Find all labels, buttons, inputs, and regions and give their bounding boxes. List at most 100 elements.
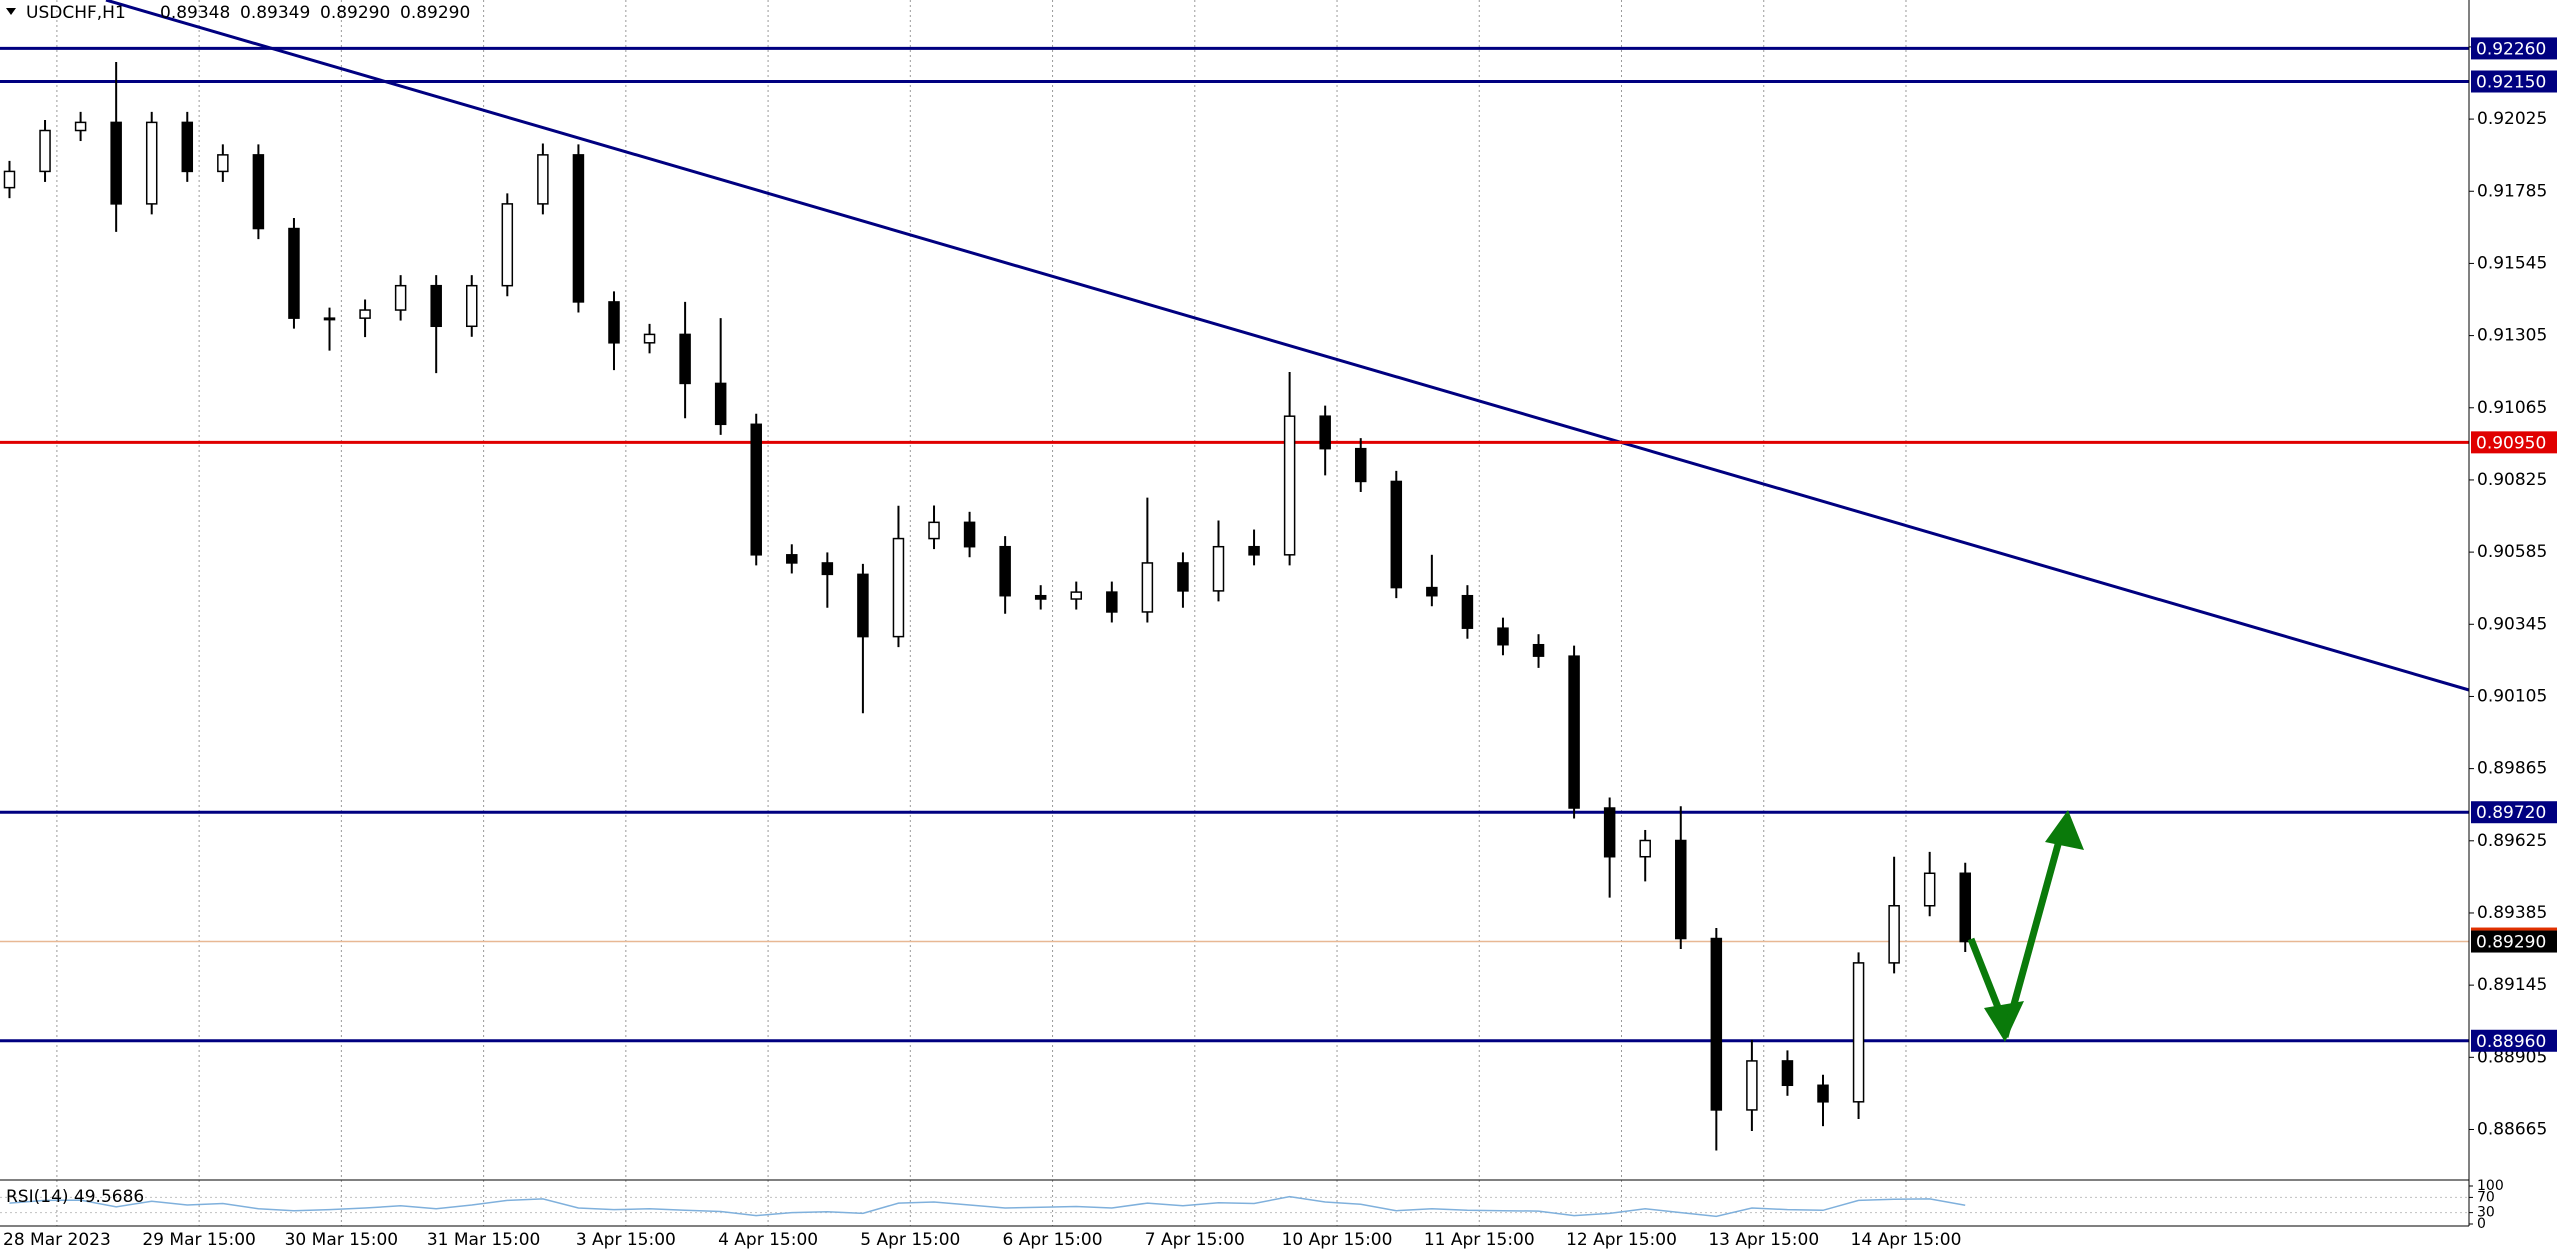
candle-body: [1532, 643, 1545, 657]
level-label-box: [2471, 37, 2557, 60]
level-label: 0.92260: [2476, 39, 2546, 59]
y-tick-label: 0.91545: [2477, 253, 2547, 273]
grid: [56, 0, 1907, 1226]
candle-body: [3, 170, 16, 189]
level-label-box: [2471, 431, 2557, 454]
menu-triangle: [6, 8, 16, 15]
rsi-tick-label: 30: [2477, 1205, 2495, 1221]
candle-body: [1817, 1084, 1829, 1103]
candle-body: [323, 317, 336, 321]
candle-body: [430, 284, 442, 328]
y-tick-label: 0.90105: [2477, 686, 2547, 706]
axis: 28 Mar 2023 29 Mar 15:00 30 Mar 15:00 31 Ma…: [3, 37, 2557, 1250]
y-tick-label: 0.91785: [2477, 181, 2547, 201]
candle-body: [181, 121, 194, 173]
rsi-tick-label: 70: [2477, 1189, 2495, 1205]
candle-body: [892, 537, 905, 638]
candle-body: [608, 301, 620, 344]
x-tick-label: 4 Apr 15:00: [718, 1230, 818, 1250]
candle-body: [1923, 872, 1936, 907]
candle-body: [1639, 839, 1651, 858]
candle-body: [110, 121, 122, 205]
candle-body: [679, 333, 691, 385]
x-tick-label: 13 Apr 15:00: [1708, 1230, 1819, 1250]
candle-body: [1710, 937, 1723, 1111]
candle-body: [1461, 594, 1474, 629]
y-tick-label: 0.88665: [2477, 1119, 2547, 1139]
forecast-arrows: [1967, 810, 2084, 1042]
candle-body: [857, 573, 869, 638]
y-tick-label: 0.91305: [2477, 326, 2547, 346]
candle-body: [1070, 591, 1083, 600]
rsi-tick-label: 0: [2477, 1216, 2486, 1232]
candle-body: [1248, 545, 1260, 556]
candle-body: [714, 382, 727, 426]
header-values: 0.89348 0.89349 0.89290 0.89290: [160, 3, 470, 23]
y-tick-label: 0.92025: [2477, 109, 2547, 129]
candle-body: [1959, 872, 1971, 943]
candle-body: [217, 154, 229, 173]
candle-body: [537, 154, 549, 205]
level-label-box: [2471, 1029, 2557, 1052]
y-tick-label: 0.89385: [2477, 903, 2547, 923]
candle-body: [821, 562, 834, 576]
candle-body: [928, 521, 940, 540]
x-tick-label: 30 Mar 15:00: [285, 1230, 399, 1250]
candle-body: [1852, 962, 1865, 1103]
candle-body: [252, 154, 265, 230]
candle-body: [643, 333, 656, 344]
level-label-box: [2471, 930, 2557, 953]
y-tick-label: 0.90585: [2477, 542, 2547, 562]
candle-body: [999, 545, 1011, 597]
trendline: [105, 0, 2470, 692]
candle-body: [1177, 562, 1189, 592]
x-tick-label: 31 Mar 15:00: [427, 1230, 541, 1250]
symbol: USDCHF,H1: [26, 3, 126, 23]
candle-body: [1283, 415, 1296, 556]
candle-body: [572, 154, 585, 303]
candle-body: [1497, 627, 1509, 646]
candle-body: [1888, 904, 1900, 964]
x-tick-label: 12 Apr 15:00: [1566, 1230, 1677, 1250]
x-tick-label: 11 Apr 15:00: [1424, 1230, 1535, 1250]
level-label-box: [2471, 801, 2557, 824]
header-value: 0.89290: [320, 3, 390, 23]
header-value: 0.89349: [240, 3, 310, 23]
candle-body: [786, 554, 798, 564]
arrowhead: [2045, 810, 2084, 850]
candle-body: [1746, 1060, 1758, 1111]
candle-body: [39, 129, 51, 173]
level-label-box: [2471, 70, 2557, 93]
y-tick-label: 0.89625: [2477, 831, 2547, 851]
candle-body: [359, 309, 371, 319]
candle-body: [1675, 839, 1687, 940]
y-tick-label: 0.89145: [2477, 975, 2547, 995]
candle-body: [1603, 807, 1616, 858]
level-label: 0.92150: [2476, 72, 2546, 92]
level-label: 0.89720: [2476, 803, 2546, 823]
candle-body: [750, 423, 762, 556]
current-marker: [2471, 927, 2557, 931]
level-label: 0.88960: [2476, 1032, 2546, 1052]
header-value: 0.89348: [160, 3, 230, 23]
header-value: 0.89290: [400, 3, 470, 23]
candle-body: [466, 284, 478, 328]
rsi-line: [9, 1195, 1966, 1218]
candle-body: [394, 284, 407, 311]
x-tick-label: 5 Apr 15:00: [860, 1230, 960, 1250]
candle-body: [1568, 655, 1580, 809]
candle-body: [501, 203, 514, 287]
candle-body: [963, 521, 976, 548]
candle-body: [1354, 447, 1367, 483]
candle-body: [1781, 1060, 1794, 1087]
candle-body: [288, 227, 300, 319]
y-tick-label: 0.89865: [2477, 759, 2547, 779]
candle-body: [1212, 545, 1225, 592]
y-tick-label: 0.90825: [2477, 470, 2547, 490]
candle-body: [1426, 586, 1438, 597]
level-label: 0.89290: [2476, 933, 2546, 953]
x-tick-label: 14 Apr 15:00: [1851, 1230, 1962, 1250]
rsi-label: RSI(14) 49.5686: [6, 1187, 144, 1207]
